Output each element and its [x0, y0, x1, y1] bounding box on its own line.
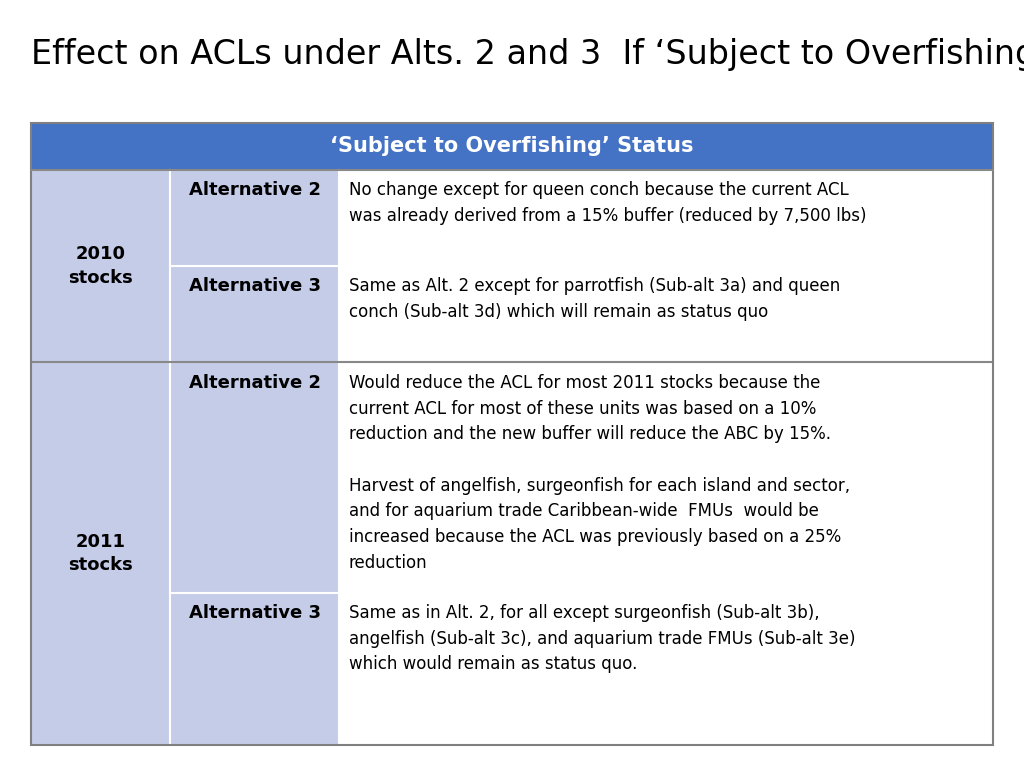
Bar: [31, 266, 170, 362]
Text: Alternative 2: Alternative 2: [188, 181, 321, 199]
Text: ‘Subject to Overfishing’ Status: ‘Subject to Overfishing’ Status: [331, 136, 693, 156]
Bar: [170, 593, 339, 745]
Bar: [339, 266, 993, 362]
Bar: [170, 266, 339, 362]
Bar: [31, 123, 993, 745]
Bar: [339, 593, 993, 745]
Bar: [31, 170, 170, 266]
Text: Alternative 3: Alternative 3: [188, 604, 321, 622]
Bar: [31, 593, 170, 745]
Text: Alternative 3: Alternative 3: [188, 277, 321, 296]
Text: Would reduce the ACL for most 2011 stocks because the
current ACL for most of th: Would reduce the ACL for most 2011 stock…: [349, 374, 850, 572]
Bar: [339, 170, 993, 266]
Text: Same as in Alt. 2, for all except surgeonfish (Sub-alt 3b),
angelfish (Sub-alt 3: Same as in Alt. 2, for all except surgeo…: [349, 604, 855, 674]
Text: 2010
stocks: 2010 stocks: [69, 245, 133, 286]
Bar: [170, 170, 339, 266]
Text: Effect on ACLs under Alts. 2 and 3  If ‘Subject to Overfishing’: Effect on ACLs under Alts. 2 and 3 If ‘S…: [31, 38, 1024, 71]
Bar: [31, 362, 170, 593]
Bar: [31, 123, 993, 170]
Text: Same as Alt. 2 except for parrotfish (Sub-alt 3a) and queen
conch (Sub-alt 3d) w: Same as Alt. 2 except for parrotfish (Su…: [349, 277, 841, 321]
Text: No change except for queen conch because the current ACL
was already derived fro: No change except for queen conch because…: [349, 181, 866, 225]
Bar: [339, 362, 993, 593]
Text: 2011
stocks: 2011 stocks: [69, 533, 133, 574]
Text: Alternative 2: Alternative 2: [188, 374, 321, 392]
Bar: [170, 362, 339, 593]
